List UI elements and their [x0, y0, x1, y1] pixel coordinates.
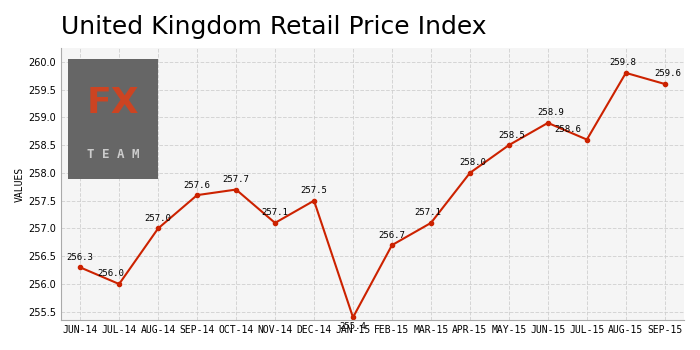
Text: 257.7: 257.7 — [223, 175, 249, 184]
Text: 257.1: 257.1 — [262, 208, 288, 217]
Text: 258.9: 258.9 — [537, 108, 564, 117]
Text: FX: FX — [87, 86, 139, 120]
Text: 259.6: 259.6 — [654, 69, 681, 78]
Text: 256.7: 256.7 — [379, 231, 405, 240]
Text: 258.6: 258.6 — [554, 125, 581, 134]
Text: 257.5: 257.5 — [300, 186, 328, 195]
Text: 258.0: 258.0 — [459, 158, 486, 167]
Text: 256.0: 256.0 — [97, 270, 124, 279]
Y-axis label: VALUES: VALUES — [15, 166, 25, 202]
Text: 256.3: 256.3 — [66, 253, 94, 262]
Text: 255.4: 255.4 — [340, 322, 366, 331]
Text: 257.1: 257.1 — [414, 208, 442, 217]
Text: 258.5: 258.5 — [498, 131, 525, 140]
Text: United Kingdom Retail Price Index: United Kingdom Retail Price Index — [61, 15, 486, 39]
Text: T E A M: T E A M — [87, 148, 139, 161]
Text: 257.6: 257.6 — [183, 181, 211, 190]
Text: 259.8: 259.8 — [610, 58, 636, 67]
Text: 257.0: 257.0 — [145, 214, 172, 223]
